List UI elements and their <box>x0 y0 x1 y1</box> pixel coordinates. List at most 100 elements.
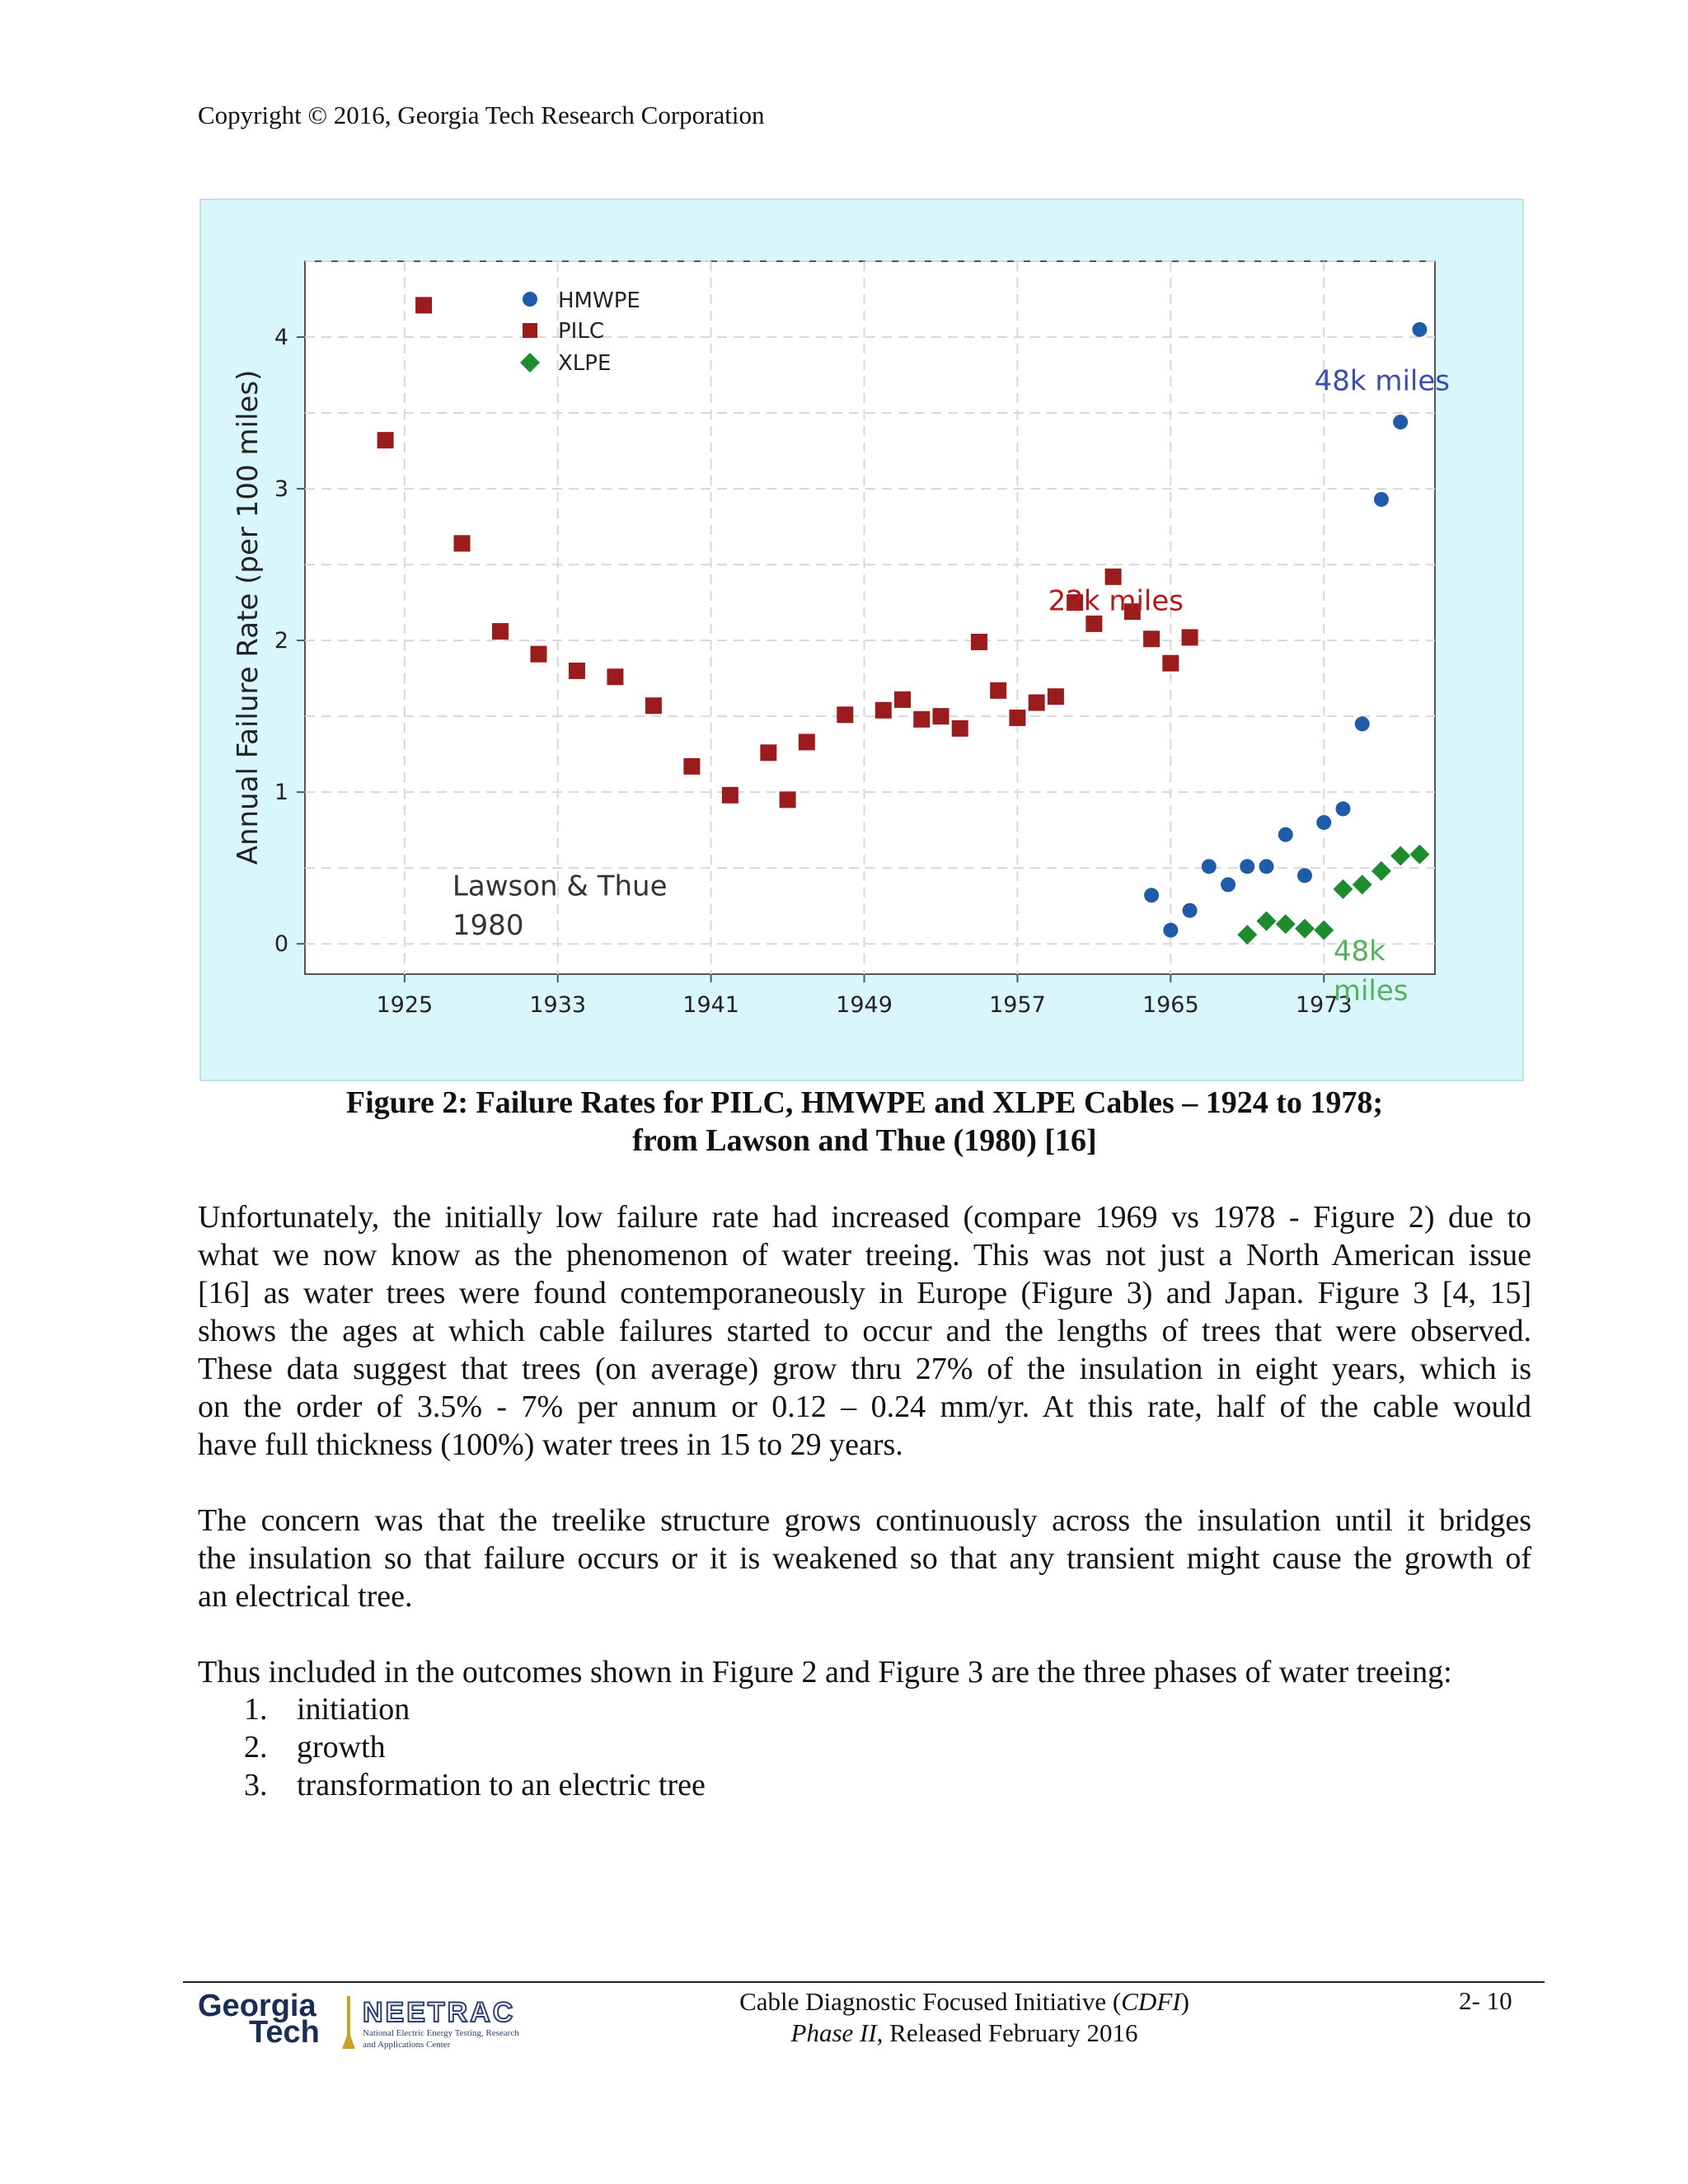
pilc-point <box>530 645 547 663</box>
footer-title: Cable Diagnostic Focused Initiative (CDF… <box>626 1986 1302 2049</box>
georgia-tech-logo: Georgia Tech <box>198 1990 336 2048</box>
pilc-point <box>607 668 624 686</box>
list-number: 2. <box>244 1730 268 1765</box>
hmwpe-point <box>1259 859 1274 874</box>
footer-line1-pre: Cable Diagnostic Focused Initiative ( <box>739 1987 1122 2016</box>
pilc-point <box>1028 694 1045 711</box>
pilc-point <box>1143 630 1160 648</box>
x-tick-label: 1965 <box>1142 992 1199 1018</box>
paragraph-treelike-structure: The concern was that the treelike struct… <box>198 1502 1531 1615</box>
pilc-point <box>645 697 662 715</box>
pilc-point <box>721 786 738 804</box>
list-text: initiation <box>297 1692 410 1727</box>
legend-pilc-label: PILC <box>558 319 604 344</box>
phases-list: 1. initiation 2. growth 3. transformation t… <box>244 1690 706 1804</box>
pilc-point <box>1181 629 1198 646</box>
logo-text-line2: Tech <box>249 2015 320 2050</box>
caption-line-1: Figure 2: Failure Rates for PILC, HMWPE … <box>345 1085 1384 1120</box>
pilc-point <box>760 744 777 762</box>
pilc-point <box>798 733 815 751</box>
neetrac-logo-sub2: and Applications Center <box>363 2040 451 2050</box>
pilc-point <box>1067 594 1084 612</box>
neetrac-logo: NEETRAC National Electric Energy Testing… <box>362 1998 552 2050</box>
chart-annotation: 48k miles <box>1315 364 1450 397</box>
xlpe-point <box>1333 879 1353 899</box>
hmwpe-point <box>1316 814 1332 830</box>
legend-pilc-marker <box>523 323 537 338</box>
plot-area <box>304 260 1436 975</box>
list-item: 3. transformation to an electric tree <box>244 1766 706 1804</box>
paragraph-line: have full thickness (100%) water trees i… <box>198 1427 903 1462</box>
legend-hmwpe-marker <box>523 292 537 307</box>
chart-annotations: 48k miles 22k miles Lawson & Thue 1980 48k mi… <box>452 364 1450 1007</box>
x-tick-label: 1933 <box>529 992 586 1018</box>
paragraph-line: Unfortunately, the initially low failure… <box>198 1200 1531 1235</box>
pilc-point <box>1162 654 1179 672</box>
chart-annotation: 48k <box>1334 935 1386 968</box>
hmwpe-point <box>1182 902 1198 918</box>
pilc-point <box>874 701 892 719</box>
list-number: 1. <box>244 1692 268 1727</box>
pilc-point <box>683 757 701 775</box>
pilc-point <box>932 708 950 725</box>
y-tick-label: 4 <box>274 325 288 350</box>
xlpe-point <box>1256 911 1277 931</box>
pilc-point <box>837 706 854 724</box>
logo-separator-icon <box>342 1996 355 2049</box>
pilc-point <box>568 662 585 679</box>
pilc-point <box>1085 615 1103 632</box>
list-item: 2. growth <box>244 1728 706 1766</box>
chart-annotation: 22k miles <box>1048 584 1184 617</box>
chart-annotation: Lawson & Thue <box>452 869 668 902</box>
hmwpe-point <box>1412 321 1428 337</box>
list-text: transformation to an electric tree <box>297 1768 706 1802</box>
failure-rate-chart: 1925 1933 1941 1949 1957 1965 1973 0 1 2 3 4 Annual… <box>232 260 1450 1018</box>
pilc-point <box>492 623 509 640</box>
caption-line-2: from Lawson and Thue (1980) [16] <box>632 1123 1097 1158</box>
paragraph-line: shows the ages at which cable failures s… <box>198 1314 1531 1348</box>
y-tick-label: 2 <box>274 628 288 654</box>
xlpe-point <box>1275 914 1296 935</box>
pilc-point <box>970 633 987 650</box>
paragraph-line: The concern was that the treelike struct… <box>198 1503 1531 1538</box>
pilc-point <box>951 719 968 737</box>
xlpe-point <box>1390 846 1411 866</box>
paragraph-line: These data suggest that trees (on averag… <box>198 1352 1531 1386</box>
x-tick-label: 1957 <box>989 992 1046 1018</box>
paragraph-line: what we now know as the phenomenon of wa… <box>198 1238 1531 1272</box>
pilc-point <box>779 791 796 808</box>
footer-line2-em: Phase II <box>790 2018 877 2047</box>
paragraph-line: on the order of 3.5% - 7% per annum or 0… <box>198 1390 1531 1424</box>
axis-ticks: 1925 1933 1941 1949 1957 1965 1973 0 1 2 3 4 <box>274 325 1353 1018</box>
legend-xlpe-marker <box>520 353 540 373</box>
hmwpe-point <box>1335 801 1351 817</box>
legend-xlpe-label: XLPE <box>558 351 611 376</box>
hmwpe-point <box>1163 922 1179 938</box>
xlpe-point <box>1294 918 1315 939</box>
paragraph-line: [16] as water trees were found contempor… <box>198 1276 1531 1310</box>
logo-text-line1: Georgia <box>198 1989 316 2023</box>
pilc-point <box>415 297 433 314</box>
paragraph-line: Thus included in the outcomes shown in F… <box>198 1655 1452 1690</box>
y-tick-label: 0 <box>274 931 288 957</box>
footer-line-1: Cable Diagnostic Focused Initiative (CDF… <box>626 1986 1302 2018</box>
hmwpe-point <box>1296 868 1312 883</box>
paragraph-water-treeing: Unfortunately, the initially low failure… <box>198 1198 1531 1464</box>
data-points <box>377 297 1430 945</box>
pilc-point <box>453 535 471 552</box>
page-number: 2- 10 <box>1459 1986 1512 2015</box>
pilc-point <box>990 682 1007 699</box>
pilc-point <box>377 432 394 449</box>
legend-hmwpe-label: HMWPE <box>558 288 640 313</box>
xlpe-point <box>1371 860 1391 881</box>
pilc-point <box>1123 603 1141 621</box>
paragraph-line: an electrical tree. <box>198 1579 413 1614</box>
list-text: growth <box>297 1730 386 1765</box>
xlpe-point <box>1314 920 1334 940</box>
hmwpe-point <box>1354 716 1370 732</box>
pilc-point <box>1104 568 1122 585</box>
pilc-point <box>1047 688 1064 705</box>
list-item: 1. initiation <box>244 1690 706 1728</box>
hmwpe-point <box>1144 888 1160 903</box>
y-tick-label: 3 <box>274 476 288 502</box>
